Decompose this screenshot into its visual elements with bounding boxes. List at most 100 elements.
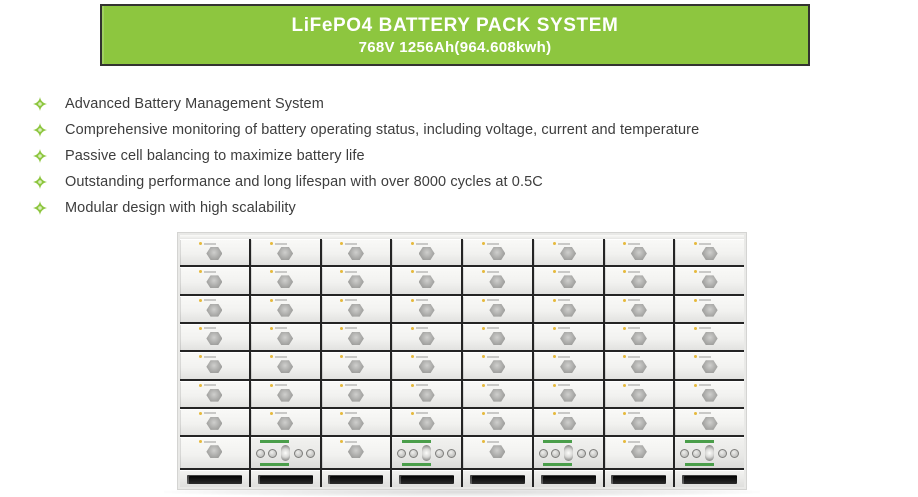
brand-text-placeholder — [557, 412, 570, 415]
battery-module — [321, 323, 391, 351]
hexagon-handle-icon — [418, 388, 435, 402]
hexagon-handle-icon — [206, 416, 223, 430]
hexagon-handle-icon — [560, 275, 577, 289]
brand-text-placeholder — [345, 242, 358, 245]
brand-dot-icon — [481, 326, 485, 330]
battery-module — [533, 352, 603, 379]
brand-dot-icon — [269, 270, 273, 274]
battery-module — [250, 295, 320, 322]
hexagon-handle-icon — [630, 275, 647, 289]
brand-dot-icon — [411, 326, 415, 330]
battery-module — [604, 267, 674, 294]
hexagon-handle-icon — [347, 331, 364, 345]
brand-text-placeholder — [486, 384, 499, 387]
brand-dot-icon — [552, 355, 556, 359]
battery-module — [250, 323, 320, 351]
battery-module — [392, 239, 461, 266]
brand-text-placeholder — [203, 299, 216, 302]
battery-module — [675, 239, 744, 266]
hexagon-handle-icon — [418, 360, 435, 374]
brand-dot-icon — [269, 242, 273, 245]
brand-dot-icon — [694, 326, 698, 330]
brand-text-placeholder — [416, 384, 429, 387]
brand-dot-icon — [198, 270, 202, 274]
bms-control-module — [533, 437, 603, 469]
battery-module — [463, 239, 532, 266]
brand-label — [552, 326, 570, 330]
cabinet-plinth — [250, 470, 320, 488]
battery-module — [533, 408, 603, 436]
cabinet-column — [180, 239, 249, 488]
brand-text-placeholder — [699, 270, 712, 273]
brand-dot-icon — [340, 298, 344, 302]
hexagon-handle-icon — [206, 360, 223, 374]
plinth-vent-slot — [682, 474, 738, 484]
feature-text: Outstanding performance and long lifespa… — [65, 174, 543, 190]
brand-text-placeholder — [557, 270, 570, 273]
hexagon-handle-icon — [206, 247, 223, 260]
plinth-vent-slot — [328, 474, 384, 484]
brand-dot-icon — [198, 411, 202, 415]
brand-dot-icon — [198, 326, 202, 330]
battery-pack-illustration — [164, 233, 760, 497]
brand-text-placeholder — [486, 270, 499, 273]
brand-text-placeholder — [628, 270, 641, 273]
brand-label — [623, 440, 641, 444]
hexagon-handle-icon — [347, 416, 364, 430]
feature-text: Advanced Battery Management System — [65, 96, 324, 112]
hexagon-handle-icon — [560, 416, 577, 430]
brand-label — [481, 355, 499, 359]
brand-label — [269, 383, 287, 387]
bms-face — [680, 445, 740, 462]
battery-module — [675, 267, 744, 294]
brand-dot-icon — [694, 383, 698, 387]
brand-dot-icon — [481, 440, 485, 444]
terminal-icon — [550, 448, 560, 458]
brand-dot-icon — [198, 440, 202, 444]
brand-text-placeholder — [416, 299, 429, 302]
terminal-icon — [397, 448, 407, 458]
brand-text-placeholder — [416, 327, 429, 330]
brand-text-placeholder — [628, 384, 641, 387]
brand-text-placeholder — [345, 384, 358, 387]
brand-dot-icon — [198, 242, 202, 245]
brand-text-placeholder — [699, 242, 712, 245]
brand-dot-icon — [269, 355, 273, 359]
brand-text-placeholder — [699, 355, 712, 358]
brand-text-placeholder — [416, 270, 429, 273]
brand-dot-icon — [552, 326, 556, 330]
brand-label — [340, 383, 358, 387]
hexagon-handle-icon — [701, 388, 718, 402]
cabinet-plinth — [604, 470, 674, 488]
brand-dot-icon — [411, 411, 415, 415]
brand-dot-icon — [269, 298, 273, 302]
brand-text-placeholder — [203, 327, 216, 330]
brand-text-placeholder — [345, 327, 358, 330]
brand-label — [340, 298, 358, 302]
hexagon-handle-icon — [277, 275, 294, 289]
bms-green-bar — [684, 440, 714, 444]
battery-module — [250, 239, 320, 266]
brand-label — [411, 298, 429, 302]
brand-text-placeholder — [628, 327, 641, 330]
brand-label — [198, 326, 216, 330]
battery-module — [533, 295, 603, 322]
brand-label — [198, 355, 216, 359]
battery-module — [321, 380, 391, 407]
bms-green-bar — [543, 463, 573, 467]
terminal-icon — [692, 448, 702, 458]
center-connector-icon — [705, 445, 715, 462]
hexagon-handle-icon — [347, 303, 364, 317]
cabinet-plinth — [180, 470, 249, 488]
terminal-icon — [305, 448, 315, 458]
feature-list: Advanced Battery Management System Compre… — [33, 91, 699, 221]
brand-label — [552, 298, 570, 302]
bms-green-bar — [401, 440, 431, 444]
brand-dot-icon — [481, 242, 485, 245]
hexagon-handle-icon — [489, 331, 506, 345]
battery-module — [604, 323, 674, 351]
brand-text-placeholder — [274, 270, 287, 273]
terminal-pair-right — [718, 448, 740, 458]
brand-text-placeholder — [486, 412, 499, 415]
brand-dot-icon — [552, 270, 556, 274]
